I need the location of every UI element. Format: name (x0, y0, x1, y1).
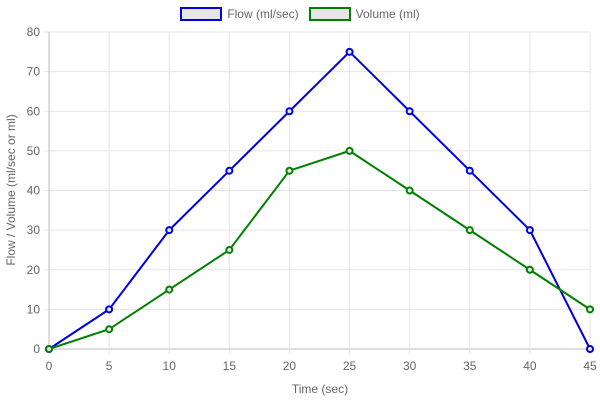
data-point-1-0 (45, 345, 53, 353)
y-tick-label: 70 (27, 65, 41, 79)
data-point-0-3 (225, 166, 234, 175)
x-tick-label: 10 (163, 359, 177, 373)
y-tick-label: 30 (27, 223, 41, 237)
legend-swatch-flow (180, 7, 223, 21)
series-line-0 (48, 50, 591, 350)
legend-swatch-volume (308, 7, 351, 21)
data-point-1-6 (405, 186, 414, 195)
x-tick-label: 15 (223, 359, 237, 373)
y-axis-label: Flow / Volume (ml/sec or ml) (4, 114, 18, 265)
x-tick-label: 5 (106, 359, 113, 373)
x-tick-label: 40 (523, 359, 537, 373)
data-point-1-7 (465, 226, 474, 235)
legend-item-volume[interactable]: Volume (ml) (308, 7, 420, 21)
legend-label-flow: Flow (ml/sec) (227, 7, 299, 21)
y-tick-label: 80 (27, 25, 41, 39)
grid-lines (44, 31, 591, 354)
data-point-0-2 (165, 226, 174, 235)
y-tick-label: 20 (27, 263, 41, 277)
x-tick-label: 35 (463, 359, 477, 373)
data-point-1-3 (225, 245, 234, 254)
x-tick-label: 0 (46, 359, 53, 373)
legend-label-volume: Volume (ml) (355, 7, 420, 21)
y-tick-label: 50 (27, 144, 41, 158)
data-point-1-4 (285, 166, 294, 175)
legend-item-flow[interactable]: Flow (ml/sec) (180, 7, 299, 21)
data-point-1-8 (525, 265, 534, 274)
series-line-1 (48, 149, 591, 350)
data-point-0-5 (345, 47, 354, 56)
y-tick-label: 10 (27, 302, 41, 316)
chart-legend: Flow (ml/sec) Volume (ml) (0, 7, 600, 21)
data-point-1-2 (165, 285, 174, 294)
data-point-0-1 (105, 305, 114, 314)
x-axis-label: Time (sec) (292, 382, 348, 396)
data-point-0-9 (586, 345, 594, 353)
y-tick-label: 0 (33, 342, 40, 356)
data-series (45, 47, 594, 353)
y-tick-label: 60 (27, 104, 41, 118)
data-point-1-9 (586, 305, 594, 314)
data-point-0-4 (285, 107, 294, 116)
x-tick-label: 20 (283, 359, 297, 373)
y-tick-label: 40 (27, 184, 41, 198)
x-tick-label: 30 (403, 359, 417, 373)
data-point-0-8 (525, 226, 534, 235)
x-axis-ticks: 0 5 10 15 20 25 30 35 40 45 (46, 359, 597, 373)
x-tick-label: 25 (343, 359, 357, 373)
data-point-0-6 (405, 107, 414, 116)
data-point-0-7 (465, 166, 474, 175)
x-tick-label: 45 (583, 359, 597, 373)
data-point-1-5 (345, 146, 354, 155)
data-point-1-1 (105, 325, 114, 334)
y-axis-ticks: 0 10 20 30 40 50 60 70 80 (27, 25, 41, 356)
